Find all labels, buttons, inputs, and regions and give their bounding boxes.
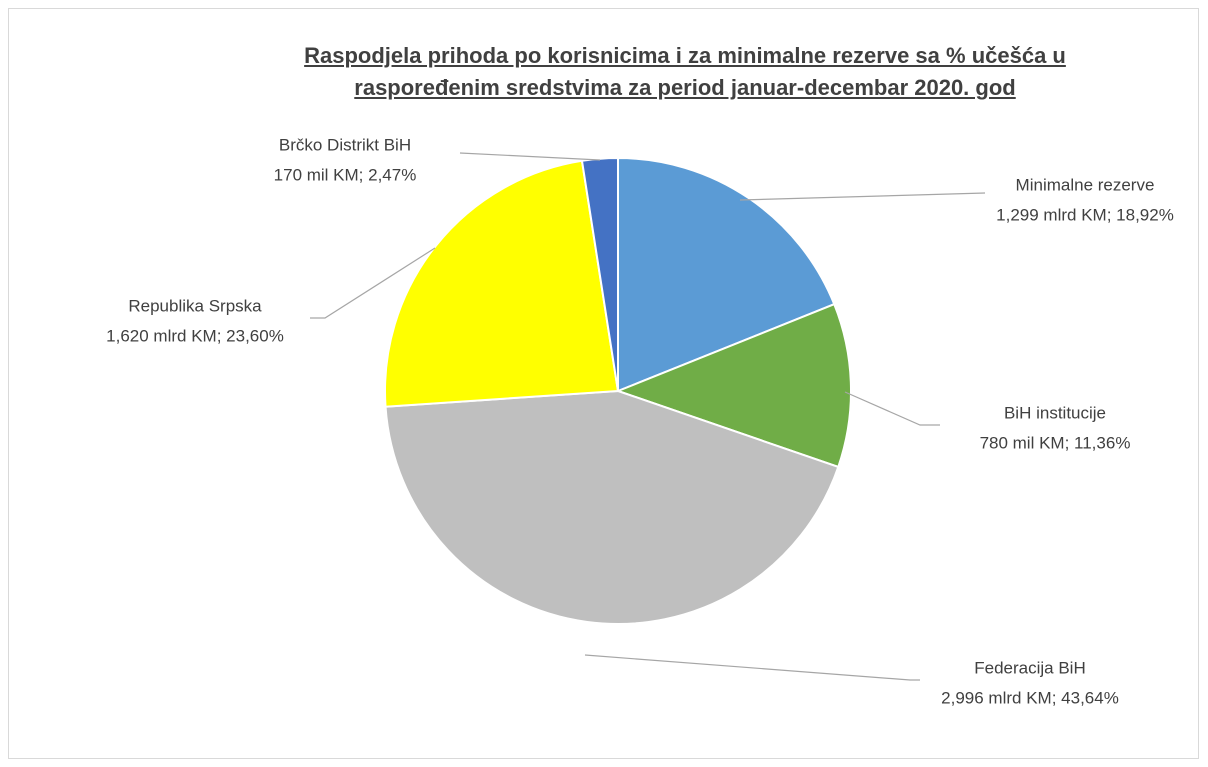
- slice-label-value: 1,620 mlrd KM; 23,60%: [106, 326, 284, 345]
- pie-slice: [580, 156, 619, 392]
- pie-slice: [617, 156, 836, 393]
- pie-slice: [615, 302, 852, 469]
- slice-label-name: Federacija BiH: [974, 658, 1086, 677]
- pie-slice: [384, 159, 620, 408]
- slice-label-value: 2,996 mlrd KM; 43,64%: [941, 688, 1119, 707]
- slice-label-name: Minimalne rezerve: [1016, 175, 1155, 194]
- leader-line: [584, 654, 920, 681]
- leader-line: [844, 391, 940, 426]
- leader-line: [459, 152, 601, 161]
- pie-slice: [384, 389, 840, 625]
- slice-label-name: BiH institucije: [1004, 403, 1106, 422]
- slice-label-name: Brčko Distrikt BiH: [279, 135, 411, 154]
- slice-label-name: Republika Srpska: [128, 296, 262, 315]
- leader-line: [739, 192, 986, 201]
- chart-frame: [8, 8, 1199, 759]
- leader-line: [310, 247, 436, 319]
- slice-label-value: 170 mil KM; 2,47%: [274, 165, 417, 184]
- slice-label-value: 1,299 mlrd KM; 18,92%: [996, 205, 1174, 224]
- slice-label-value: 780 mil KM; 11,36%: [980, 433, 1131, 452]
- chart-title: Raspodjela prihoda po korisnicima i za m…: [304, 43, 1066, 100]
